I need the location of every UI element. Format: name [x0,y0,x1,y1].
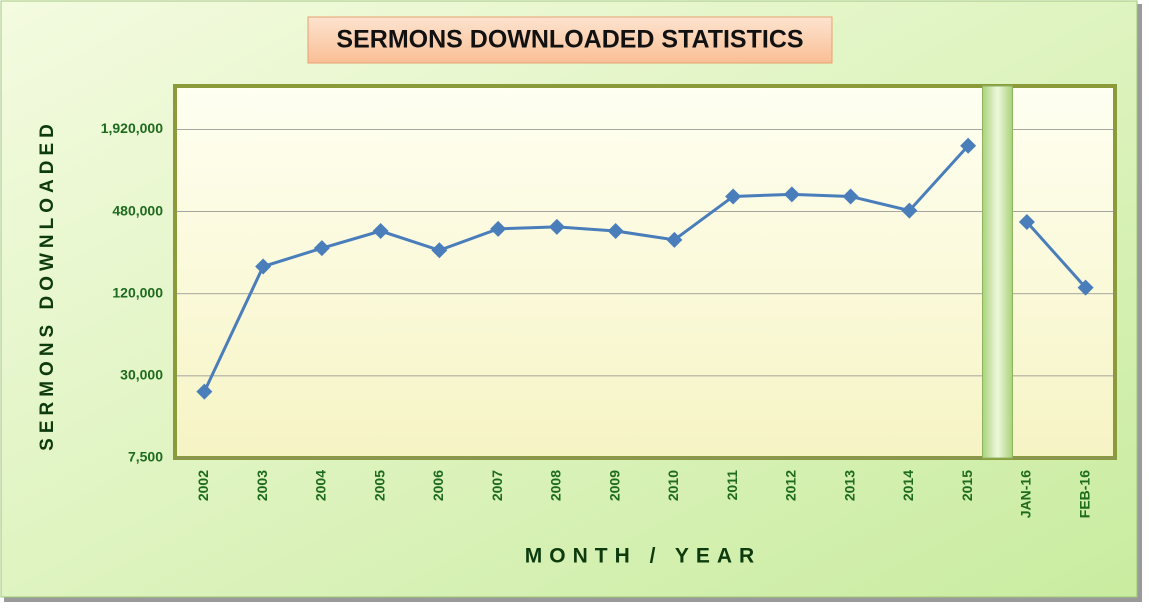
marker [666,231,683,248]
chart-title: SERMONS DOWNLOADED STATISTICS [336,26,803,54]
marker [1077,279,1094,296]
x-tick-label: 2013 [841,470,857,501]
marker [783,186,800,203]
title-box [307,16,833,64]
marker [960,137,977,154]
marker [313,240,330,257]
y-tick-label: 30,000 [120,367,163,383]
separator [982,85,1013,459]
marker [548,218,565,235]
marker [372,223,389,240]
y-tick-label: 1,920,000 [101,120,163,136]
x-tick-label: FEB-16 [1076,470,1092,518]
marker [490,220,507,237]
marker [901,202,918,219]
x-tick-label: 2004 [313,470,329,501]
x-tick-label: 2014 [900,470,916,501]
x-tick-label: 2008 [548,470,564,501]
x-tick-label: 2009 [606,470,622,501]
y-tick-label: 480,000 [112,202,163,218]
y-tick-label: 120,000 [112,284,163,300]
x-tick-label: 2010 [665,470,681,501]
marker [255,258,272,275]
y-axis-label: SERMONS DOWNLOADED [37,119,58,451]
x-tick-label: 2002 [195,470,211,501]
x-tick-label: 2006 [430,470,446,501]
marker [1018,213,1035,230]
marker [725,188,742,205]
x-tick-label: 2005 [371,470,387,501]
marker [842,188,859,205]
x-tick-label: 2007 [489,470,505,501]
x-tick-label: JAN-16 [1018,470,1034,518]
marker [431,242,448,259]
line [203,144,970,393]
y-tick-label: 7,500 [128,449,163,465]
line [1025,220,1087,289]
x-axis-label: MONTH / YEAR [525,545,761,568]
marker [607,223,624,240]
x-tick-label: 2012 [783,470,799,501]
x-tick-label: 2011 [724,470,740,501]
x-tick-label: 2003 [254,470,270,501]
x-tick-label: 2015 [959,470,975,501]
plot-area [173,84,1117,460]
marker [196,383,213,400]
